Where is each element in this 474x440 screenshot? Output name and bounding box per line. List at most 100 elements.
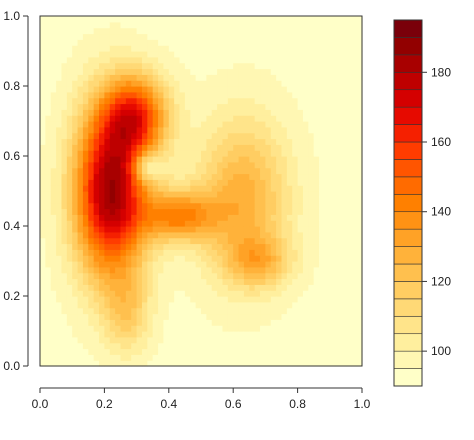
heatmap-cell [222,103,229,110]
heatmap-cell [329,103,336,110]
heatmap-cell [206,156,213,163]
heatmap-cell [45,243,52,250]
heatmap-cell [147,21,154,29]
heatmap-cell [109,255,116,262]
heatmap-cell [281,68,288,75]
heatmap-cell [174,115,181,122]
heatmap-cell [168,360,175,367]
heatmap-cell [276,68,283,75]
heatmap-cell [265,231,272,239]
heatmap-cell [104,342,111,350]
heatmap-cell [249,185,256,192]
heatmap-cell [168,331,175,338]
heatmap-cell [254,86,261,93]
heatmap-cell [40,266,46,274]
heatmap-cell [211,27,218,35]
heatmap-cell [141,16,148,23]
heatmap-cell [61,325,68,332]
heatmap-cell [50,220,57,227]
heatmap-cell [281,313,288,320]
heatmap-cell [276,167,283,175]
heatmap-cell [356,109,363,116]
heatmap-cell [72,138,79,145]
heatmap-cell [319,313,326,320]
heatmap-cell [281,156,288,163]
heatmap-cell [174,126,181,134]
heatmap-cell [324,33,331,40]
heatmap-cell [93,360,100,367]
heatmap-cell [82,62,89,70]
heatmap-cell [45,272,52,280]
heatmap-cell [249,191,256,198]
heatmap-cell [163,290,170,297]
heatmap-cell [61,208,68,215]
heatmap-cell [233,313,240,320]
heatmap-cell [211,56,218,64]
heatmap-cell [131,21,138,29]
heatmap-cell [329,51,336,58]
heatmap-cell [136,226,143,233]
heatmap-cell [319,243,326,250]
heatmap-cell [66,348,73,355]
heatmap-cell [281,319,288,326]
heatmap-cell [211,126,218,134]
heatmap-cell [222,261,229,268]
heatmap-cell [270,325,277,332]
heatmap-cell [147,237,154,245]
heatmap-cell [292,121,299,128]
heatmap-cell [88,144,95,151]
heatmap-cell [179,266,186,274]
heatmap-cell [141,336,148,344]
heatmap-cell [50,266,57,274]
heatmap-cell [249,45,256,52]
y-tick-label: 0.8 [3,79,20,93]
heatmap-cell [260,91,267,99]
heatmap-cell [276,220,283,227]
heatmap-cell [281,39,288,46]
heatmap-cell [335,237,342,245]
heatmap-cell [56,360,63,367]
heatmap-cell [45,208,52,215]
heatmap-cell [195,16,202,23]
heatmap-cell [77,126,84,134]
heatmap-cell [88,237,95,245]
heatmap-cell [260,126,267,134]
heatmap-cell [340,319,347,326]
heatmap-cell [319,167,326,175]
heatmap-cell [158,144,165,151]
heatmap-cell [40,39,46,46]
heatmap-cell [319,301,326,309]
heatmap-cell [217,156,224,163]
heatmap-cell [195,301,202,309]
heatmap-cell [319,51,326,58]
heatmap-cell [40,173,46,180]
heatmap-cell [82,249,89,256]
heatmap-cell [141,62,148,70]
heatmap-cell [249,301,256,309]
heatmap-cell [50,214,57,221]
heatmap-cell [147,121,154,128]
heatmap-cell [66,80,73,87]
plot-frame [39,15,363,367]
heatmap-cell [265,360,272,367]
heatmap-cell [168,74,175,81]
heatmap-cell [168,173,175,180]
heatmap-cell [297,307,304,315]
heatmap-cell [93,21,100,29]
heatmap-cell [82,45,89,52]
heatmap-cell [302,214,309,221]
heatmap-cell [131,231,138,239]
heatmap-cell [243,354,250,361]
heatmap-cell [286,290,293,297]
heatmap-cell [286,27,293,35]
heatmap-cell [88,109,95,116]
heatmap-cell [40,144,46,151]
heatmap-cell [286,296,293,303]
heatmap-cell [40,121,46,128]
heatmap-cell [329,272,336,280]
heatmap-cell [99,91,106,99]
heatmap-cell [270,138,277,145]
heatmap-cell [270,150,277,157]
heatmap-cell [260,16,267,23]
heatmap-cell [158,74,165,81]
